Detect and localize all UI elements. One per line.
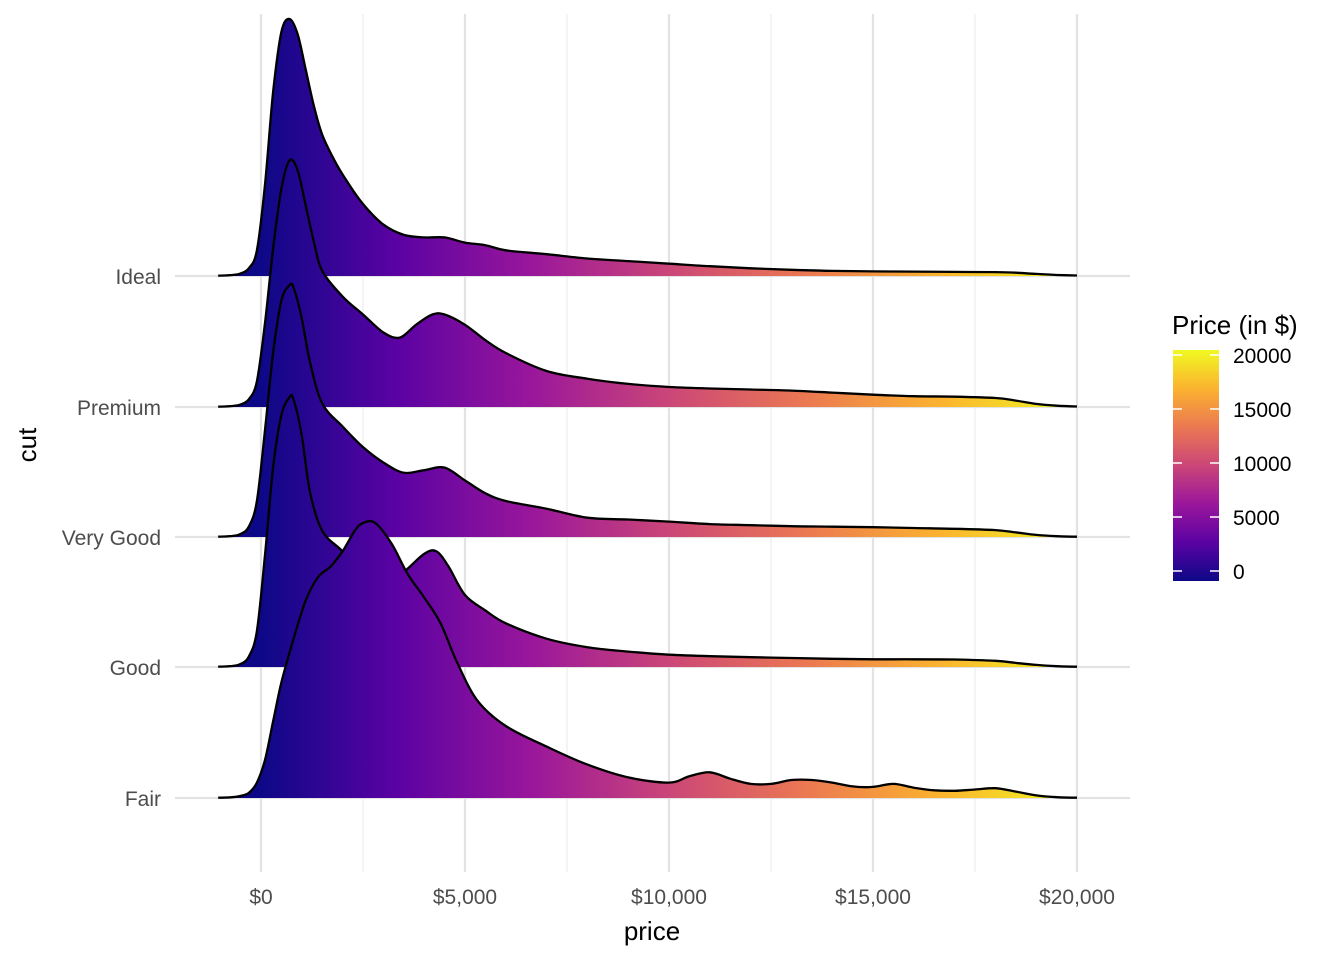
y-tick-label: Ideal	[115, 266, 161, 289]
legend-tick-label: 20000	[1233, 345, 1291, 368]
x-tick-label: $5,000	[433, 886, 497, 909]
ridge-fair	[218, 520, 1078, 799]
ridge-ideal	[218, 17, 1078, 277]
x-axis-tick-labels: $0 $5,000 $10,000 $15,000 $20,000	[249, 886, 1115, 909]
color-legend: Price (in $) 0 5000 10000 15000 20000	[1172, 310, 1298, 584]
x-tick-label: $15,000	[835, 886, 911, 909]
y-tick-label: Premium	[77, 397, 161, 420]
ridge-outline	[218, 158, 1078, 408]
ridge-outline	[218, 520, 1078, 799]
density-ridges	[218, 17, 1078, 799]
ridge-outline	[218, 282, 1078, 538]
x-tick-label: $20,000	[1039, 886, 1115, 909]
x-tick-label: $0	[249, 886, 272, 909]
legend-tick-label: 15000	[1233, 399, 1291, 422]
y-axis-title: cut	[12, 427, 42, 462]
x-tick-label: $10,000	[631, 886, 707, 909]
ridge-premium	[218, 158, 1078, 408]
y-tick-label: Fair	[125, 788, 161, 811]
y-tick-label: Very Good	[62, 527, 161, 550]
ridge-fill	[218, 521, 1077, 798]
y-tick-label: Good	[110, 657, 161, 680]
ridge-good	[218, 393, 1078, 668]
legend-ticks: 0 5000 10000 15000 20000	[1173, 345, 1291, 584]
ridge-outline	[218, 17, 1078, 277]
legend-tick-label: 5000	[1233, 507, 1280, 530]
y-axis-tick-labels: Fair Good Very Good Premium Ideal	[62, 266, 161, 811]
ridge-outline	[218, 393, 1078, 668]
ridge-fill	[218, 18, 1077, 277]
ridge-very-good	[218, 282, 1078, 538]
ridge-fill	[218, 159, 1077, 407]
legend-title: Price (in $)	[1172, 310, 1298, 340]
legend-colorbar	[1173, 350, 1219, 581]
legend-tick-label: 10000	[1233, 453, 1291, 476]
legend-tick-label: 0	[1233, 561, 1245, 584]
ridge-fill	[218, 283, 1077, 537]
ridge-fill	[218, 395, 1077, 667]
x-axis-title: price	[624, 916, 680, 946]
